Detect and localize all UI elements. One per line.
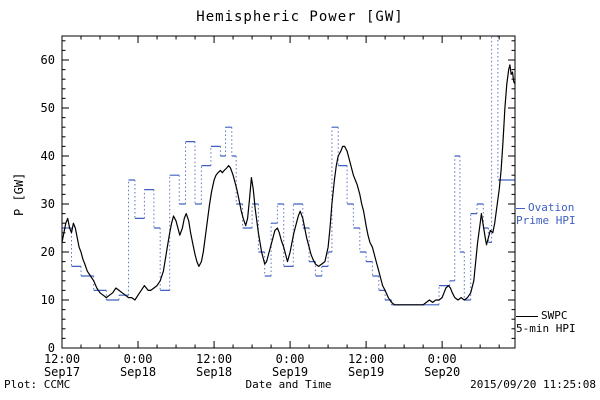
y-tick-label: 50	[41, 101, 55, 115]
swpc-series	[62, 64, 515, 306]
y-tick-label: 10	[41, 293, 55, 307]
chart-title: Hemispheric Power [GW]	[196, 9, 404, 25]
x-tick-time: 0:00	[276, 352, 305, 366]
y-tick-label: 40	[41, 149, 55, 163]
ovation-series-steps	[71, 36, 499, 305]
ovation-line-marker	[516, 207, 525, 209]
x-tick-time: 12:00	[348, 352, 384, 366]
ovation-series	[62, 36, 515, 306]
y-tick-label: 0	[48, 341, 55, 355]
x-tick-time: 0:00	[124, 352, 153, 366]
legend-ovation-label-1: Ovation	[528, 201, 575, 214]
legend-ovation-label-2: Prime HPI	[516, 214, 576, 227]
y-tick-label: 60	[41, 53, 55, 67]
x-tick-date: Sep20	[424, 365, 460, 379]
legend-swpc-label-1: SWPC	[541, 309, 568, 322]
x-tick-time: 12:00	[44, 352, 80, 366]
x-axis-label: Date and Time	[245, 378, 332, 391]
x-tick-date: Sep19	[272, 365, 308, 379]
swpc-line-marker	[516, 315, 538, 317]
legend-swpc-row: SWPC	[516, 309, 576, 322]
legend-ovation: Ovation Prime HPI	[516, 201, 576, 227]
x-tick-time: 12:00	[196, 352, 232, 366]
x-tick-date: Sep19	[348, 365, 384, 379]
y-tick-label: 30	[41, 197, 55, 211]
x-tick-date: Sep18	[120, 365, 156, 379]
x-tick-date: Sep17	[44, 365, 80, 379]
legend-ovation-row: Ovation	[516, 201, 576, 214]
legend-swpc-label-2: 5-min HPI	[516, 322, 576, 335]
plot-frame	[61, 35, 516, 349]
y-tick-label: 20	[41, 245, 55, 259]
x-tick-time: 0:00	[428, 352, 457, 366]
legend-swpc: SWPC 5-min HPI	[516, 309, 576, 335]
x-tick-date: Sep18	[196, 365, 232, 379]
plot-credit: Plot: CCMC	[4, 378, 71, 391]
plot-timestamp: 2015/09/20 11:25:08	[470, 378, 596, 391]
